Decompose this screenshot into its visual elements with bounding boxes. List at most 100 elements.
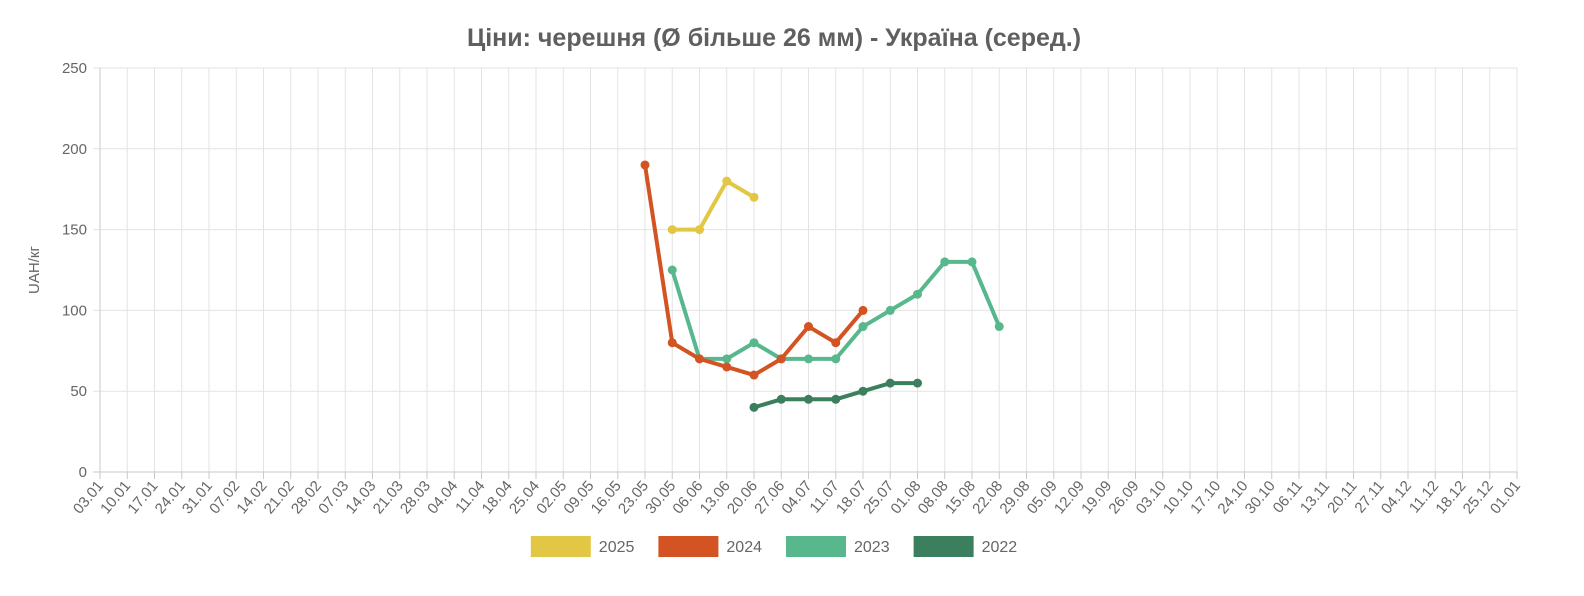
data-point — [858, 305, 868, 315]
x-tick-label: 31.01 — [179, 478, 216, 518]
x-tick-label: 25.07 — [860, 478, 897, 518]
x-tick-label: 01.08 — [887, 478, 924, 518]
x-tick-label: 16.05 — [588, 478, 625, 518]
x-tick-label: 09.05 — [560, 478, 597, 518]
x-tick-label: 04.07 — [778, 478, 815, 518]
x-tick-label: 21.03 — [370, 478, 407, 518]
x-tick-label: 28.03 — [397, 478, 434, 518]
x-tick-label: 01.01 — [1487, 478, 1524, 518]
x-tick-label: 02.05 — [533, 478, 570, 518]
data-point — [858, 322, 868, 332]
x-tick-label: 18.12 — [1432, 478, 1469, 518]
x-tick-label: 03.01 — [70, 478, 107, 518]
data-point — [695, 354, 704, 364]
legend-swatch — [913, 536, 974, 557]
y-tick-label: 150 — [62, 222, 87, 239]
data-point — [667, 338, 677, 348]
data-point — [831, 394, 841, 404]
x-tick-label: 18.04 — [479, 478, 516, 518]
x-tick-label: 22.08 — [969, 478, 1006, 518]
x-axis-ticks: 03.0110.0117.0124.0131.0107.0214.0221.02… — [70, 472, 1524, 517]
x-tick-label: 17.01 — [124, 478, 161, 518]
y-tick-label: 200 — [62, 141, 87, 158]
x-tick-label: 19.09 — [1078, 478, 1115, 518]
legend-swatch — [530, 536, 591, 557]
x-tick-label: 26.09 — [1105, 478, 1142, 518]
legend-item-2024[interactable]: 2024 — [658, 536, 762, 557]
y-tick-label: 0 — [79, 464, 87, 481]
data-point — [749, 402, 759, 412]
data-point — [749, 370, 759, 380]
data-point — [667, 265, 677, 275]
x-tick-label: 27.06 — [751, 478, 788, 518]
x-tick-label: 24.01 — [152, 478, 189, 518]
legend-item-2022[interactable]: 2022 — [913, 536, 1018, 557]
data-point — [804, 394, 813, 404]
data-point — [831, 338, 841, 348]
x-tick-label: 04.12 — [1378, 478, 1415, 518]
x-tick-label: 10.01 — [97, 478, 134, 518]
x-tick-label: 21.02 — [261, 478, 298, 518]
x-tick-label: 14.03 — [342, 478, 379, 518]
series-2022 — [749, 378, 922, 412]
data-point — [749, 338, 759, 348]
x-tick-label: 04.04 — [424, 478, 461, 518]
series-2025 — [667, 176, 759, 235]
legend-swatch — [786, 536, 846, 557]
legend-item-2023[interactable]: 2023 — [786, 536, 890, 557]
x-tick-label: 13.06 — [697, 478, 734, 518]
x-tick-label: 29.08 — [996, 478, 1033, 518]
data-point — [804, 354, 813, 364]
series-line — [670, 179, 756, 232]
y-axis-ticks: 0 50 100 150 200 250 — [62, 60, 87, 481]
chart-legend[interactable]: 2025 2024 2023 2022 — [530, 536, 1018, 557]
data-point — [640, 160, 650, 170]
data-point — [913, 289, 922, 299]
x-tick-label: 08.08 — [915, 478, 952, 518]
x-tick-label: 14.02 — [233, 478, 270, 518]
x-tick-label: 15.08 — [942, 478, 979, 518]
data-point — [885, 305, 895, 315]
x-tick-label: 06.11 — [1270, 478, 1306, 517]
x-tick-label: 28.02 — [288, 478, 325, 518]
data-point — [695, 225, 704, 235]
data-point — [858, 386, 868, 396]
series-2024 — [640, 160, 868, 380]
legend-swatch — [658, 536, 719, 557]
data-point — [722, 354, 732, 364]
data-point — [749, 192, 759, 202]
data-point — [776, 354, 786, 364]
x-tick-label: 10.10 — [1160, 478, 1197, 518]
x-tick-label: 25.12 — [1460, 478, 1497, 518]
x-tick-label: 20.06 — [724, 478, 761, 518]
chart-grid — [93, 67, 1518, 473]
data-point — [667, 225, 677, 235]
x-tick-label: 03.10 — [1133, 478, 1170, 518]
x-tick-label: 24.10 — [1214, 478, 1251, 518]
legend-item-2025[interactable]: 2025 — [530, 536, 635, 557]
chart-series — [640, 160, 1004, 412]
x-tick-label: 05.09 — [1024, 478, 1061, 518]
x-tick-label: 07.02 — [206, 478, 243, 518]
x-tick-label: 23.05 — [615, 478, 652, 518]
x-tick-label: 12.09 — [1051, 478, 1088, 518]
data-point — [776, 394, 786, 404]
legend-label: 2024 — [726, 539, 762, 556]
legend-label: 2025 — [599, 539, 635, 556]
legend-label: 2022 — [982, 539, 1018, 556]
y-tick-label: 100 — [62, 302, 87, 319]
x-tick-label: 18.07 — [833, 478, 870, 518]
x-tick-label: 20.11 — [1324, 478, 1360, 517]
y-tick-label: 50 — [70, 383, 87, 400]
chart-title: Ціни: черешня (Ø більше 26 мм) - Україна… — [467, 24, 1081, 52]
data-point — [913, 378, 922, 388]
x-tick-label: 30.05 — [642, 478, 679, 518]
x-tick-label: 13.11 — [1297, 478, 1333, 517]
data-point — [831, 354, 841, 364]
y-tick-label: 250 — [62, 60, 87, 77]
x-tick-label: 30.10 — [1242, 478, 1279, 518]
data-point — [722, 176, 732, 186]
data-point — [940, 257, 950, 267]
